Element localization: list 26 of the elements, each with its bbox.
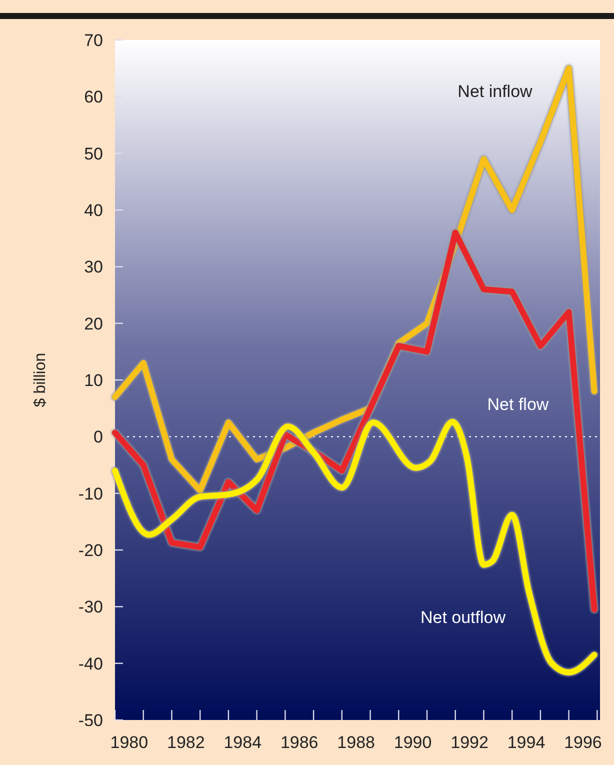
y-tick-label: -30	[78, 598, 103, 617]
y-tick-label: 0	[94, 428, 103, 447]
x-tick-label: 1990	[394, 733, 432, 752]
y-tick-label: 40	[84, 200, 103, 220]
x-tick-label: 1980	[110, 733, 148, 752]
x-tick-label: 1982	[166, 733, 205, 752]
x-tick-label: 1992	[450, 733, 488, 752]
x-tick-label: 1994	[507, 733, 546, 752]
series-label: Net flow	[487, 395, 550, 414]
x-tick-label: 1984	[224, 733, 262, 752]
y-tick-label: -50	[78, 710, 103, 730]
y-tick-label: -40	[78, 654, 103, 674]
y-tick-label: 70	[84, 30, 103, 50]
y-tick-label: 10	[84, 370, 103, 390]
x-tick-label: 1986	[280, 733, 318, 752]
y-tick-label: 50	[84, 144, 103, 164]
series-label: Net inflow	[458, 82, 534, 101]
x-tick-label: 1996	[564, 733, 602, 752]
y-tick-label: 20	[84, 314, 103, 334]
series-label: Net outflow	[420, 608, 506, 627]
y-tick-label: 60	[84, 88, 103, 107]
y-tick-label: -20	[78, 540, 103, 560]
y-tick-label: 30	[84, 258, 103, 277]
x-tick-label: 1988	[337, 733, 375, 752]
y-tick-label: -10	[78, 484, 103, 504]
y-axis-title: $ billion	[32, 352, 49, 408]
